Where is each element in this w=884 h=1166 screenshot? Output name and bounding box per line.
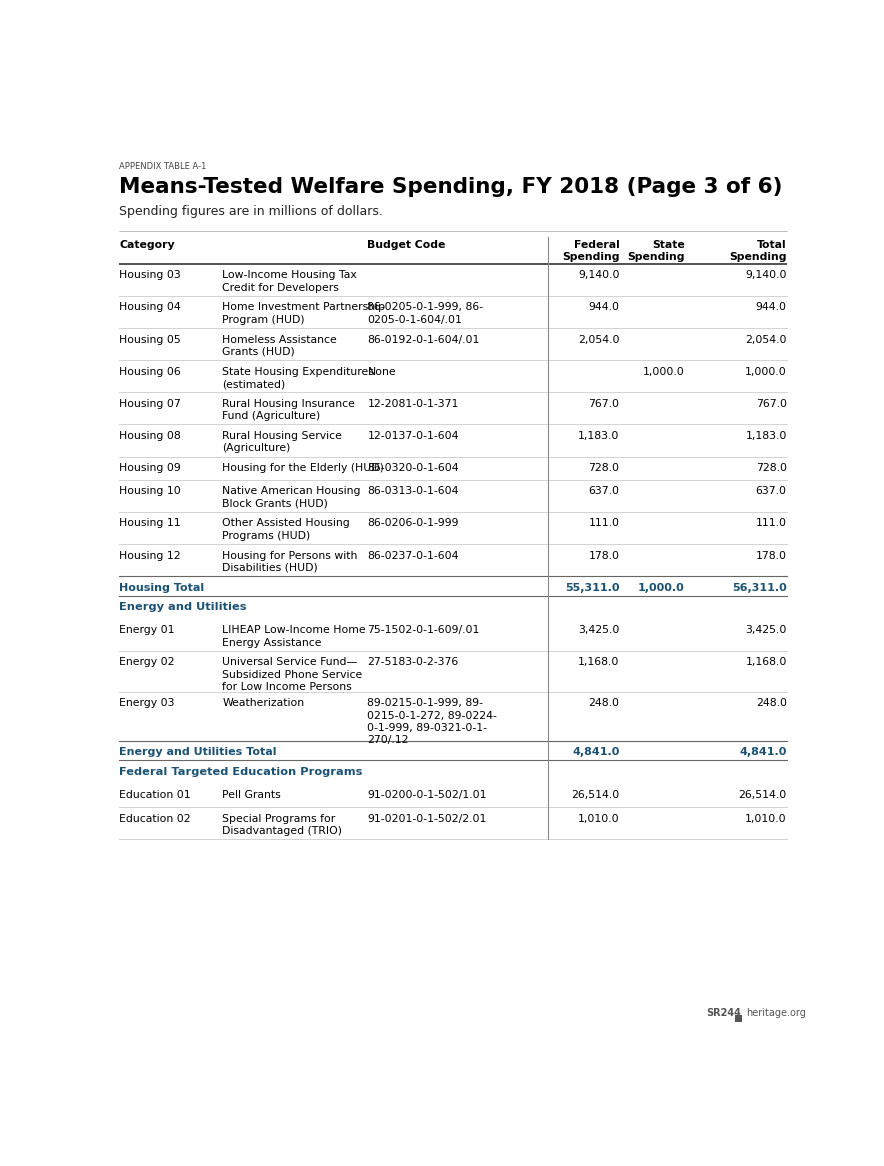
Text: 1,168.0: 1,168.0 (578, 658, 620, 667)
Text: 944.0: 944.0 (589, 302, 620, 312)
Text: 637.0: 637.0 (589, 486, 620, 497)
Text: 4,841.0: 4,841.0 (572, 747, 620, 758)
Text: Energy 03: Energy 03 (119, 698, 175, 708)
Text: Housing Total: Housing Total (119, 583, 204, 592)
Text: 944.0: 944.0 (756, 302, 787, 312)
Text: Weatherization: Weatherization (222, 698, 304, 708)
Text: 178.0: 178.0 (756, 550, 787, 561)
Text: heritage.org: heritage.org (746, 1007, 806, 1018)
Text: 86-0320-0-1-604: 86-0320-0-1-604 (368, 463, 459, 473)
Text: APPENDIX TABLE A-1: APPENDIX TABLE A-1 (119, 162, 207, 171)
Text: 86-0313-0-1-604: 86-0313-0-1-604 (368, 486, 459, 497)
Text: Means-Tested Welfare Spending, FY 2018 (Page 3 of 6): Means-Tested Welfare Spending, FY 2018 (… (119, 177, 783, 197)
Text: 55,311.0: 55,311.0 (565, 583, 620, 592)
Text: Budget Code: Budget Code (368, 240, 446, 250)
Text: Housing 03: Housing 03 (119, 271, 181, 280)
Text: SR244: SR244 (706, 1007, 742, 1018)
Text: 1,168.0: 1,168.0 (745, 658, 787, 667)
Text: 767.0: 767.0 (756, 399, 787, 409)
Text: Housing 05: Housing 05 (119, 335, 181, 344)
Text: Housing 09: Housing 09 (119, 463, 181, 473)
Text: Education 01: Education 01 (119, 791, 191, 800)
Text: 9,140.0: 9,140.0 (745, 271, 787, 280)
Text: Other Assisted Housing
Programs (HUD): Other Assisted Housing Programs (HUD) (222, 519, 350, 541)
Text: Homeless Assistance
Grants (HUD): Homeless Assistance Grants (HUD) (222, 335, 337, 357)
Text: 75-1502-0-1-609/.01: 75-1502-0-1-609/.01 (368, 625, 480, 635)
Text: Special Programs for
Disadvantaged (TRIO): Special Programs for Disadvantaged (TRIO… (222, 814, 342, 836)
Text: Federal Targeted Education Programs: Federal Targeted Education Programs (119, 766, 362, 777)
Text: 27-5183-0-2-376: 27-5183-0-2-376 (368, 658, 459, 667)
Text: 248.0: 248.0 (756, 698, 787, 708)
Text: Housing 07: Housing 07 (119, 399, 181, 409)
Text: 12-2081-0-1-371: 12-2081-0-1-371 (368, 399, 459, 409)
Text: 248.0: 248.0 (589, 698, 620, 708)
Text: State Housing Expenditures
(estimated): State Housing Expenditures (estimated) (222, 366, 374, 389)
Text: 728.0: 728.0 (756, 463, 787, 473)
Text: 1,000.0: 1,000.0 (643, 366, 684, 377)
Text: Spending figures are in millions of dollars.: Spending figures are in millions of doll… (119, 204, 384, 218)
Text: 86-0206-0-1-999: 86-0206-0-1-999 (368, 519, 459, 528)
Text: 637.0: 637.0 (756, 486, 787, 497)
Text: 111.0: 111.0 (589, 519, 620, 528)
Text: None: None (368, 366, 396, 377)
Text: Housing for the Elderly (HUD): Housing for the Elderly (HUD) (222, 463, 384, 473)
Text: Energy 02: Energy 02 (119, 658, 175, 667)
Text: 89-0215-0-1-999, 89-
0215-0-1-272, 89-0224-
0-1-999, 89-0321-0-1-
270/.12: 89-0215-0-1-999, 89- 0215-0-1-272, 89-02… (368, 698, 498, 745)
Text: Housing 04: Housing 04 (119, 302, 181, 312)
Text: 12-0137-0-1-604: 12-0137-0-1-604 (368, 430, 459, 441)
Text: 2,054.0: 2,054.0 (745, 335, 787, 344)
Text: 1,000.0: 1,000.0 (745, 366, 787, 377)
Bar (735, 1014, 743, 1021)
Text: Native American Housing
Block Grants (HUD): Native American Housing Block Grants (HU… (222, 486, 361, 508)
Text: 86-0205-0-1-999, 86-
0205-0-1-604/.01: 86-0205-0-1-999, 86- 0205-0-1-604/.01 (368, 302, 484, 325)
Text: 1,183.0: 1,183.0 (578, 430, 620, 441)
Text: Housing 11: Housing 11 (119, 519, 181, 528)
Text: Housing 06: Housing 06 (119, 366, 181, 377)
Text: Housing 10: Housing 10 (119, 486, 181, 497)
Text: Universal Service Fund—
Subsidized Phone Service
for Low Income Persons: Universal Service Fund— Subsidized Phone… (222, 658, 362, 693)
Text: 86-0237-0-1-604: 86-0237-0-1-604 (368, 550, 459, 561)
Text: 1,010.0: 1,010.0 (745, 814, 787, 823)
Text: Rural Housing Insurance
Fund (Agriculture): Rural Housing Insurance Fund (Agricultur… (222, 399, 355, 421)
Text: Housing 08: Housing 08 (119, 430, 181, 441)
Text: Energy 01: Energy 01 (119, 625, 175, 635)
Text: Education 02: Education 02 (119, 814, 191, 823)
Text: Energy and Utilities: Energy and Utilities (119, 602, 247, 612)
Text: 26,514.0: 26,514.0 (571, 791, 620, 800)
Text: Rural Housing Service
(Agriculture): Rural Housing Service (Agriculture) (222, 430, 342, 454)
Text: Housing for Persons with
Disabilities (HUD): Housing for Persons with Disabilities (H… (222, 550, 357, 573)
Text: 56,311.0: 56,311.0 (732, 583, 787, 592)
Text: Housing 12: Housing 12 (119, 550, 181, 561)
Text: 26,514.0: 26,514.0 (738, 791, 787, 800)
Text: 3,425.0: 3,425.0 (745, 625, 787, 635)
Text: 1,183.0: 1,183.0 (745, 430, 787, 441)
Text: Federal
Spending: Federal Spending (562, 240, 620, 261)
Text: 91-0201-0-1-502/2.01: 91-0201-0-1-502/2.01 (368, 814, 487, 823)
Text: 3,425.0: 3,425.0 (578, 625, 620, 635)
Text: Energy and Utilities Total: Energy and Utilities Total (119, 747, 277, 758)
Text: 9,140.0: 9,140.0 (578, 271, 620, 280)
Text: Total
Spending: Total Spending (729, 240, 787, 261)
Text: 767.0: 767.0 (589, 399, 620, 409)
Text: 86-0192-0-1-604/.01: 86-0192-0-1-604/.01 (368, 335, 480, 344)
Text: Category: Category (119, 240, 175, 250)
Text: 178.0: 178.0 (589, 550, 620, 561)
Text: LIHEAP Low-Income Home
Energy Assistance: LIHEAP Low-Income Home Energy Assistance (222, 625, 366, 648)
Text: 111.0: 111.0 (756, 519, 787, 528)
Text: Pell Grants: Pell Grants (222, 791, 281, 800)
Text: Home Investment Partnership
Program (HUD): Home Investment Partnership Program (HUD… (222, 302, 385, 325)
Text: 1,000.0: 1,000.0 (638, 583, 684, 592)
Text: 1,010.0: 1,010.0 (578, 814, 620, 823)
Text: 91-0200-0-1-502/1.01: 91-0200-0-1-502/1.01 (368, 791, 487, 800)
Text: 728.0: 728.0 (589, 463, 620, 473)
Text: State
Spending: State Spending (627, 240, 684, 261)
Text: 4,841.0: 4,841.0 (739, 747, 787, 758)
Text: 2,054.0: 2,054.0 (578, 335, 620, 344)
Text: Low-Income Housing Tax
Credit for Developers: Low-Income Housing Tax Credit for Develo… (222, 271, 357, 293)
